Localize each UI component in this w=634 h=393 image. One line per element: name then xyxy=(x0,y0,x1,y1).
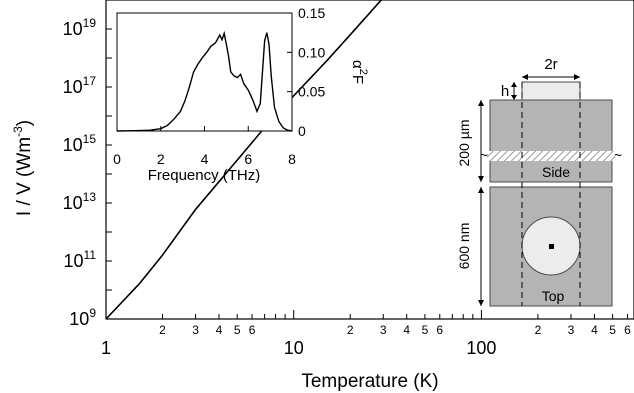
inset-plot-frame xyxy=(116,12,293,132)
main-x-minor-tick-label: 5 xyxy=(234,323,241,337)
particle-center-dot xyxy=(549,244,554,249)
radius-label: 2r xyxy=(544,56,557,73)
inset-y-tick-label: 0 xyxy=(298,123,306,139)
inset-y-tick-label: 0.15 xyxy=(298,5,325,21)
main-y-tick-label: 1017 xyxy=(63,74,97,97)
top-width-label: 600 nm xyxy=(456,223,472,270)
inset-x-tick-label: 6 xyxy=(244,151,252,167)
main-x-minor-tick-label: 4 xyxy=(216,323,223,337)
top-caption: Top xyxy=(542,288,565,304)
height-arrow-head-bottom xyxy=(511,95,517,100)
main-x-tick-label: 1 xyxy=(101,338,111,358)
inset-x-axis-label: Frequency (THz) xyxy=(148,167,261,184)
main-x-minor-tick-label: 2 xyxy=(347,323,354,337)
main-y-tick-label: 1011 xyxy=(64,248,97,271)
main-y-axis-ticks: 109 1011 1013 1015 1017 1019 xyxy=(63,16,112,329)
inset-x-tick-label: 8 xyxy=(288,151,296,167)
inset-y-tick-label: 0.10 xyxy=(298,44,325,60)
inset-y-axis-ticks: 0 0.05 0.10 0.15 xyxy=(287,5,325,139)
radius-arrow-head-left xyxy=(522,74,528,80)
main-x-minor-tick-label: 3 xyxy=(380,323,387,337)
main-y-tick-label: 1019 xyxy=(63,16,97,39)
main-y-axis-label: I / V (Wm-3) xyxy=(11,120,35,216)
inset-x-tick-label: 4 xyxy=(201,151,209,167)
inset-x-axis-ticks: 0 2 4 6 8 xyxy=(113,126,296,167)
main-x-minor-tick-label: 3 xyxy=(192,323,199,337)
main-x-minor-tick-label: 6 xyxy=(624,323,631,337)
main-x-minor-tick-label: 2 xyxy=(159,323,166,337)
break-symbol-right: ~ xyxy=(614,147,622,163)
inset-x-tick-label: 0 xyxy=(113,151,121,167)
thickness-arrow-head-top xyxy=(478,100,484,106)
main-x-minor-tick-label: 2 xyxy=(535,323,542,337)
height-arrow-head-top xyxy=(511,82,517,87)
main-y-tick-label: 1015 xyxy=(63,132,97,155)
substrate-break xyxy=(487,151,615,161)
inset-x-tick-label: 2 xyxy=(157,151,165,167)
main-y-tick-label: 1013 xyxy=(63,190,97,213)
main-x-minor-tick-label: 3 xyxy=(568,323,575,337)
main-x-minor-tick-label: 5 xyxy=(609,323,616,337)
thickness-label: 200 µm xyxy=(456,120,472,167)
main-x-minor-tick-label: 6 xyxy=(436,323,443,337)
sample-schematic: 2r h ~ ~ Side 200 µm Top 600 nm xyxy=(456,56,622,307)
main-series-line xyxy=(106,0,383,319)
inset-y-tick-label: 0.05 xyxy=(298,84,325,100)
main-x-minor-tick-label: 4 xyxy=(591,323,598,337)
height-label: h xyxy=(501,83,509,100)
thickness-arrow-head-bottom xyxy=(478,176,484,182)
particle-side xyxy=(521,81,581,101)
inset-y-axis-label: α2F xyxy=(349,60,369,84)
main-x-minor-tick-label: 6 xyxy=(249,323,256,337)
main-plot-frame xyxy=(105,0,634,320)
main-x-axis-label: Temperature (K) xyxy=(301,371,438,392)
main-x-minor-tick-label: 4 xyxy=(403,323,410,337)
radius-arrow-head-right xyxy=(574,74,580,80)
main-y-tick-label: 109 xyxy=(69,306,96,329)
inset-series-line xyxy=(116,30,293,132)
main-x-tick-label: 100 xyxy=(466,338,496,358)
main-x-minor-tick-label: 5 xyxy=(422,323,429,337)
break-symbol-left: ~ xyxy=(480,147,488,163)
inset-chart: 0 2 4 6 8 0 0.05 0.10 0.15 Frequency (THz) α2F xyxy=(113,5,369,184)
top-width-arrow-head-bottom xyxy=(478,300,484,306)
main-x-tick-label: 10 xyxy=(284,338,304,358)
substrate-side xyxy=(489,99,613,183)
top-width-arrow-head-top xyxy=(478,187,484,193)
inset-background xyxy=(117,13,292,131)
side-caption: Side xyxy=(542,164,570,180)
